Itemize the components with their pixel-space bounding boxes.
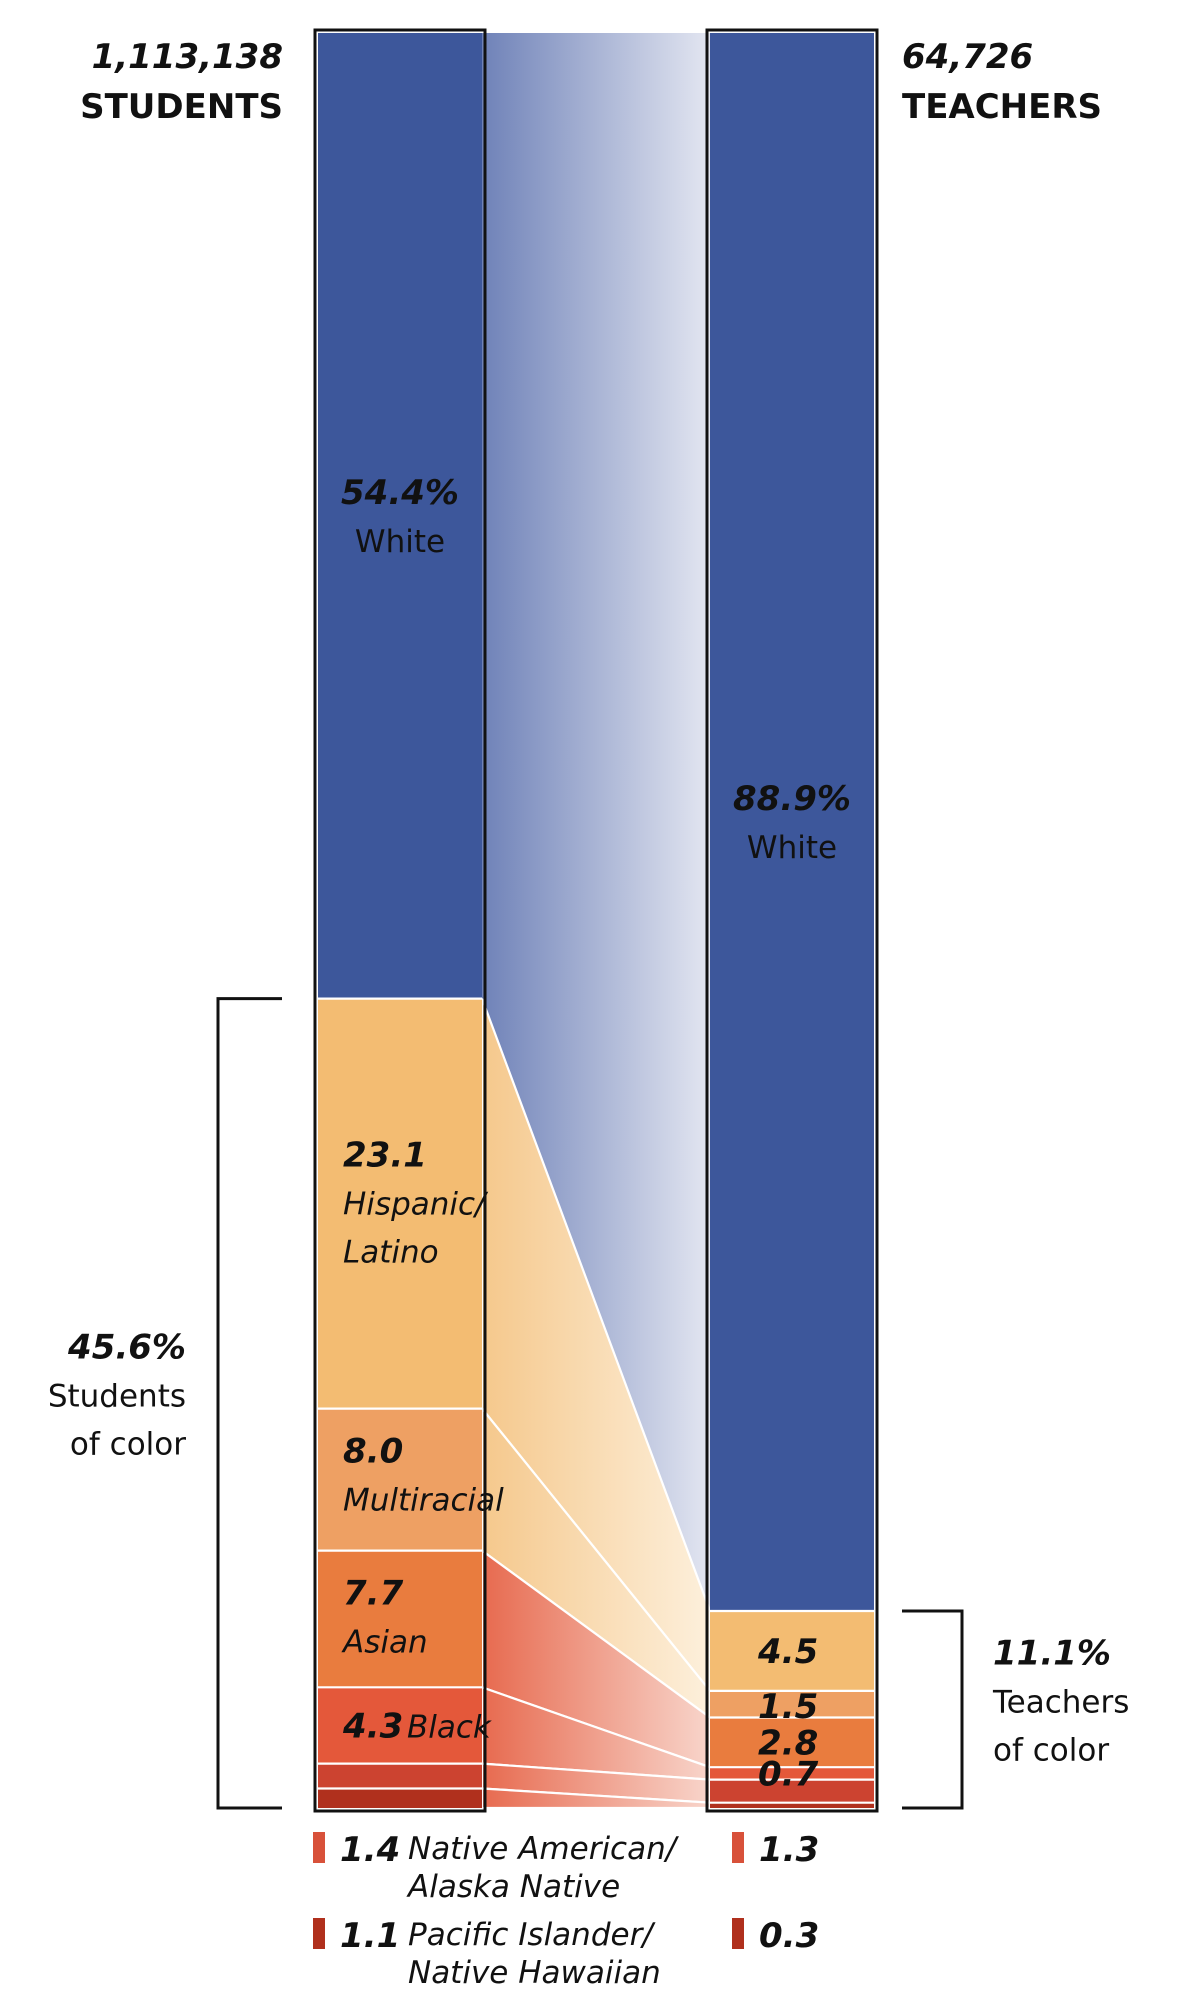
footnote-swatch-teachers bbox=[732, 1832, 744, 1863]
teachers-segment-pacific-islander-native-hawaiian bbox=[710, 1802, 874, 1808]
teachers-white-value: 88.9% bbox=[733, 779, 851, 819]
students-white-value: 54.4% bbox=[341, 473, 459, 513]
footnote-label-2: Alaska Native bbox=[406, 1869, 620, 1905]
teachers-total: 64,726 bbox=[902, 37, 1033, 77]
students-of-color-label-1: Students bbox=[48, 1378, 186, 1414]
teachers-of-color-label-2: of color bbox=[993, 1732, 1109, 1768]
teachers-multiracial-value: 1.5 bbox=[758, 1687, 818, 1727]
students-segment-white bbox=[318, 33, 482, 999]
teachers-segment-hispanic-latino bbox=[710, 1610, 874, 1691]
footnote-swatch-students bbox=[313, 1832, 325, 1863]
bars bbox=[313, 28, 879, 1813]
students-segment-pacific-islander-native-hawaiian bbox=[318, 1788, 482, 1808]
students-multiracial-value: 8.0 bbox=[343, 1432, 403, 1472]
students-asian-label: Asian bbox=[341, 1625, 428, 1661]
footnote-teacher-value: 1.3 bbox=[759, 1830, 819, 1870]
teachers-of-color-value: 11.1% bbox=[993, 1633, 1111, 1673]
footnote-teacher-value: 0.3 bbox=[759, 1916, 819, 1956]
students-multiracial-label: Multiracial bbox=[343, 1483, 504, 1519]
teachers-hispanic-value: 4.5 bbox=[757, 1632, 818, 1672]
teachers-segment-asian bbox=[710, 1717, 874, 1768]
teachers-segment-black bbox=[710, 1767, 874, 1780]
students-segment-black bbox=[318, 1687, 482, 1764]
students-segment-hispanic-latino bbox=[318, 998, 482, 1409]
students-bar-outline bbox=[313, 28, 487, 1813]
students-heading: STUDENTS bbox=[80, 87, 283, 127]
students-black-label: Black bbox=[407, 1709, 492, 1745]
footnote-swatch-students bbox=[313, 1918, 325, 1949]
students-hispanic-label-1: Hispanic/ bbox=[343, 1187, 489, 1223]
students-of-color-bracket bbox=[216, 997, 282, 1810]
footnote-swatch-teachers bbox=[732, 1918, 744, 1949]
students-segment-asian bbox=[318, 1550, 482, 1688]
flow-band-white bbox=[482, 33, 710, 1611]
footnote-student-value: 1.1 bbox=[340, 1916, 400, 1956]
teachers-white-label: White bbox=[747, 830, 837, 866]
students-asian-value: 7.7 bbox=[343, 1574, 404, 1614]
footnote-label-1: Native American/ bbox=[408, 1831, 680, 1867]
footnote-label-1: Pacific Islander/ bbox=[408, 1917, 656, 1953]
teachers-segment-native-american-alaska-native bbox=[710, 1779, 874, 1803]
students-of-color-value: 45.6% bbox=[67, 1327, 186, 1367]
teachers-of-color-bracket bbox=[902, 1609, 964, 1810]
students-white-label: White bbox=[355, 524, 445, 560]
teachers-segment-white bbox=[710, 33, 874, 1611]
students-hispanic-label-2: Latino bbox=[343, 1235, 439, 1271]
teachers-heading: TEACHERS bbox=[902, 87, 1102, 127]
labels: 1,113,138 STUDENTS 64,726 TEACHERS 54.4% Whit… bbox=[48, 37, 1130, 1991]
teachers-asian-value: 2.8 bbox=[758, 1723, 818, 1763]
students-hispanic-value: 23.1 bbox=[343, 1136, 427, 1176]
students-segment-multiracial bbox=[318, 1408, 482, 1551]
students-segment-native-american-alaska-native bbox=[318, 1763, 482, 1789]
flow-bands bbox=[480, 33, 712, 1810]
footnote-label-2: Native Hawaiian bbox=[408, 1955, 661, 1991]
students-total: 1,113,138 bbox=[92, 37, 283, 77]
students-of-color-label-2: of color bbox=[70, 1426, 186, 1462]
teachers-segment-multiracial bbox=[710, 1690, 874, 1718]
footnote-student-value: 1.4 bbox=[340, 1830, 400, 1870]
teachers-black-value: 0.7 bbox=[758, 1754, 819, 1794]
teachers-bar-outline bbox=[705, 28, 879, 1813]
students-black-value: 4.3 bbox=[342, 1706, 403, 1746]
teachers-of-color-label-1: Teachers bbox=[992, 1684, 1129, 1720]
